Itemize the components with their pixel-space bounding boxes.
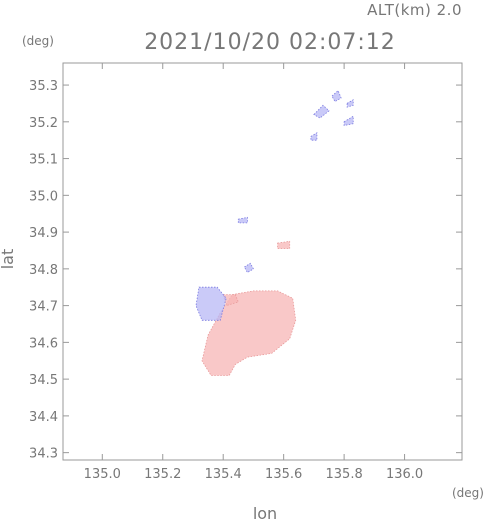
- plot-area-frame: [62, 62, 463, 461]
- y-axis-title: lat: [0, 249, 17, 270]
- x-axis-title: lon: [253, 504, 277, 521]
- x-tick-label: 135.2: [144, 467, 181, 482]
- y-tick-label: 34.7: [29, 300, 58, 315]
- data-region-negative: [346, 99, 354, 108]
- y-tick-label: 34.3: [29, 447, 58, 462]
- data-region-negative: [310, 132, 318, 141]
- y-axis-unit: (deg): [22, 34, 54, 48]
- x-tick-label: 135.4: [205, 467, 242, 482]
- y-tick-label: 35.0: [29, 189, 58, 204]
- data-region-negative: [237, 216, 248, 224]
- data-region-negative: [243, 262, 254, 274]
- x-axis-unit: (deg): [452, 486, 484, 500]
- y-tick-label: 35.1: [29, 153, 58, 168]
- x-tick-label: 136.0: [386, 467, 423, 482]
- data-region-positive: [201, 290, 297, 376]
- y-tick-label: 34.6: [29, 336, 58, 351]
- y-tick-label: 35.3: [29, 79, 58, 94]
- x-axis-ticks: 135.0 135.2 135.4 135.6 135.8 136.0: [84, 63, 423, 482]
- data-region-positive: [277, 240, 291, 250]
- x-tick-label: 135.0: [84, 467, 121, 482]
- chart-subtitle: ALT(km) 2.0: [367, 1, 462, 19]
- data-region-negative: [195, 286, 227, 321]
- data-region-negative: [313, 104, 330, 119]
- chart-title: 2021/10/20 02:07:12: [144, 30, 396, 55]
- y-tick-label: 35.2: [29, 116, 58, 131]
- x-tick-label: 135.6: [265, 467, 302, 482]
- y-axis-ticks: 34.3 34.4 34.5 34.6 34.7 34.8 34.9 35.0 35.1 35.2…: [29, 79, 462, 462]
- y-tick-label: 34.8: [29, 263, 58, 278]
- y-tick-label: 34.4: [29, 410, 58, 425]
- data-region-negative: [331, 89, 342, 103]
- y-tick-label: 34.9: [29, 226, 58, 241]
- x-tick-label: 135.8: [326, 467, 363, 482]
- y-tick-label: 34.5: [29, 373, 58, 388]
- data-regions: [195, 89, 354, 376]
- data-region-negative: [343, 115, 354, 126]
